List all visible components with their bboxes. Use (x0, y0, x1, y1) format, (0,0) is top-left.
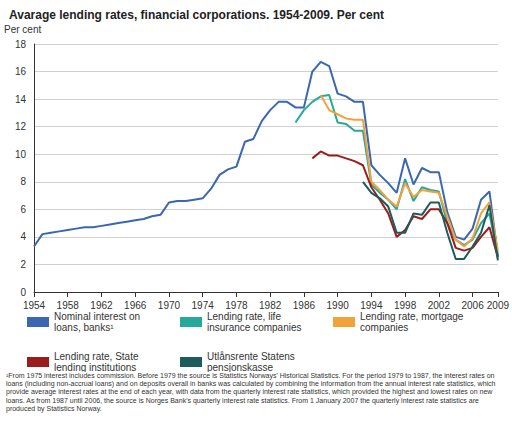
svg-text:10: 10 (15, 149, 27, 160)
html-text:¹From 1975 interest includes c: ¹From 1975 interest includes commission.… (6, 372, 496, 412)
svg-text:18: 18 (15, 39, 27, 50)
svg-text:2009: 2009 (487, 300, 510, 311)
svg-text:Avarage lending rates, financi: Avarage lending rates, financial corpora… (9, 8, 384, 22)
svg-text:1974: 1974 (192, 300, 215, 311)
svg-text:pensjonskasse: pensjonskasse (207, 362, 274, 372)
svg-text:1966: 1966 (124, 300, 147, 311)
svg-text:companies: companies (360, 322, 408, 333)
svg-text:2: 2 (20, 259, 26, 270)
svg-text:16: 16 (15, 66, 27, 77)
svg-text:Lending rate, State: Lending rate, State (54, 351, 141, 362)
svg-text:8: 8 (20, 176, 26, 187)
svg-text:14: 14 (15, 94, 27, 105)
svg-text:1986: 1986 (293, 300, 316, 311)
svg-text:1958: 1958 (57, 300, 80, 311)
svg-text:1978: 1978 (225, 300, 248, 311)
svg-text:2002: 2002 (428, 300, 451, 311)
svg-text:Nominal interest on: Nominal interest on (54, 311, 143, 322)
svg-text:lending institutions: lending institutions (54, 362, 136, 372)
svg-text:loans, banks¹: loans, banks¹ (54, 322, 114, 333)
svg-text:insurance companies: insurance companies (207, 322, 302, 333)
svg-text:Lending rate, life: Lending rate, life (207, 311, 284, 322)
svg-text:1990: 1990 (327, 300, 350, 311)
svg-text:6: 6 (20, 204, 26, 215)
svg-text:1954: 1954 (23, 300, 46, 311)
svg-text:1998: 1998 (394, 300, 417, 311)
svg-text:1970: 1970 (158, 300, 181, 311)
svg-text:1962: 1962 (90, 300, 113, 311)
svg-text:2006: 2006 (461, 300, 484, 311)
svg-text:Utlånsrente Statens: Utlånsrente Statens (207, 351, 298, 362)
svg-text:0: 0 (20, 287, 26, 298)
svg-text:Per cent: Per cent (4, 24, 41, 35)
svg-text:Lending rate, mortgage: Lending rate, mortgage (360, 311, 466, 322)
svg-text:1982: 1982 (259, 300, 282, 311)
svg-text:4: 4 (20, 231, 26, 242)
svg-text:12: 12 (15, 121, 27, 132)
svg-text:1994: 1994 (360, 300, 383, 311)
